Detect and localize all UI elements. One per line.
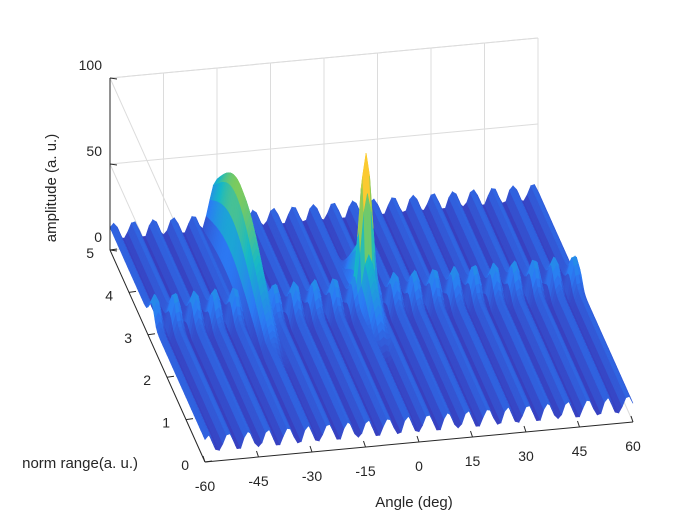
surface-plot [109, 153, 634, 451]
